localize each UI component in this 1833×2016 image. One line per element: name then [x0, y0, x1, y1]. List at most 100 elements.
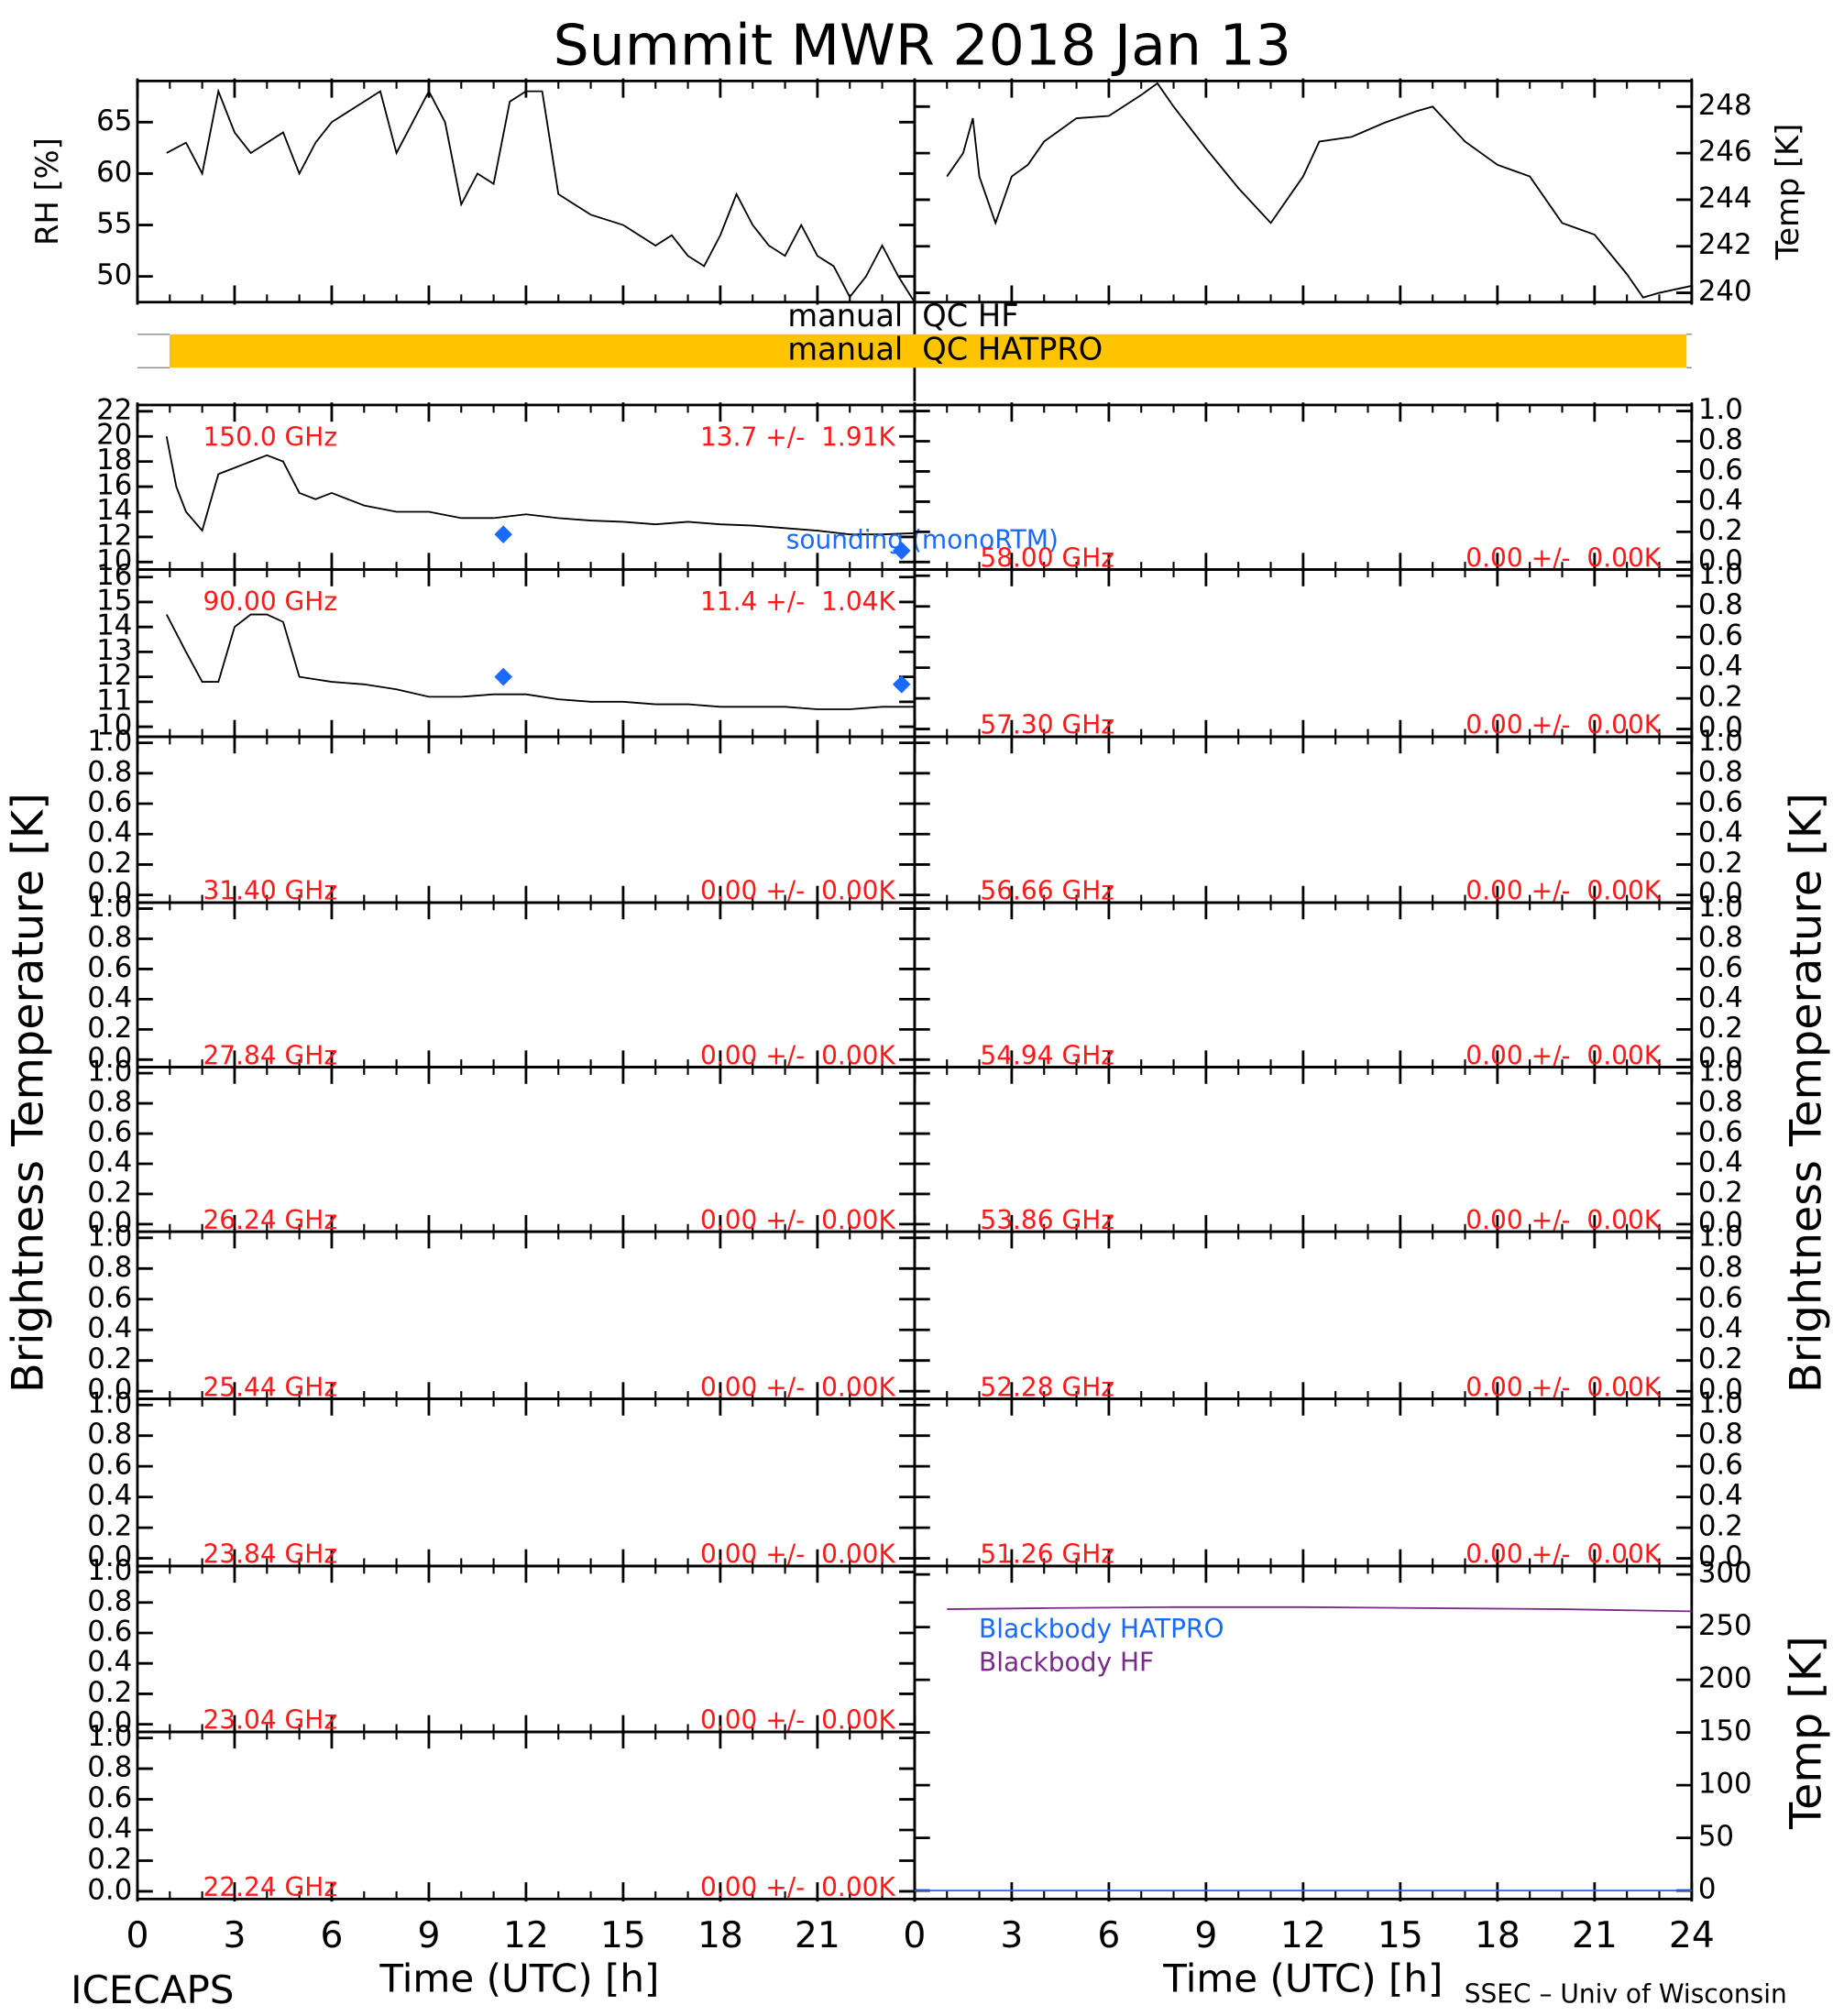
y-tick-label: 1.0 — [1698, 1056, 1743, 1089]
y-tick-label: 0.4 — [87, 1646, 132, 1679]
y-tick-label: 0.8 — [1698, 1251, 1743, 1284]
frequency-label: 23.84 GHz — [203, 1539, 337, 1570]
x-tick-label: 12 — [503, 1915, 549, 1956]
y-tick-label: 0.8 — [1698, 755, 1743, 788]
y-tick-label: 0.4 — [1698, 1312, 1743, 1345]
y-tick-label: 0.0 — [87, 1540, 132, 1573]
y-tick-label: 0.0 — [1698, 544, 1743, 577]
y-tick-label: 50 — [1698, 1820, 1734, 1853]
y-tick-label: 0.2 — [1698, 681, 1743, 714]
y-tick-label: 0 — [1698, 1873, 1717, 1906]
frequency-label: 52.28 GHz — [980, 1372, 1114, 1402]
y-tick-label: 0.2 — [87, 1843, 132, 1876]
y-tick-label: 12 — [96, 519, 132, 552]
y-tick-label: 200 — [1698, 1662, 1752, 1695]
y-tick-label: 0.2 — [1698, 514, 1743, 547]
y-tick-label: 0.4 — [1698, 650, 1743, 683]
data-line — [947, 1605, 1692, 1613]
y-axis-label: Brightness Temperature [K] — [4, 793, 54, 1393]
footer-label: ICECAPS — [71, 1967, 234, 2012]
y-tick-label: 16 — [96, 559, 132, 592]
y-tick-label: 0.2 — [87, 847, 132, 880]
y-tick-label: 0.0 — [1698, 711, 1743, 744]
y-tick-label: 1.0 — [87, 1387, 132, 1420]
footer-label: SSEC – Univ of Wisconsin — [1465, 1979, 1787, 2010]
y-tick-label: 0.8 — [87, 1418, 132, 1451]
qc-name: QC HF — [922, 298, 1018, 334]
x-tick-label: 24 — [1669, 1915, 1715, 1956]
stats-label: 0.00 +/- 0.00K — [700, 1539, 895, 1570]
frequency-label: 51.26 GHz — [980, 1539, 1114, 1570]
y-tick-label: 10 — [96, 709, 132, 742]
x-tick-label: 3 — [223, 1915, 246, 1956]
y-tick-label: 0.8 — [87, 921, 132, 954]
y-tick-label: 0.4 — [87, 1145, 132, 1178]
x-tick-label: 15 — [600, 1915, 646, 1956]
stats-label: 0.00 +/- 0.00K — [700, 1705, 895, 1736]
data-line — [946, 82, 1693, 299]
frequency-label: 57.30 GHz — [980, 710, 1114, 740]
y-tick-label: 0.8 — [87, 755, 132, 788]
data-line — [166, 88, 916, 303]
y-axis-label: RH [%] — [29, 137, 65, 246]
x-tick-label: 3 — [1000, 1915, 1023, 1956]
y-tick-label: 0.4 — [1698, 1479, 1743, 1512]
y-tick-label: 0.6 — [1698, 786, 1743, 819]
y-tick-label: 1.0 — [87, 891, 132, 924]
x-tick-label: 9 — [1194, 1915, 1217, 1956]
marker-label: sounding (monoRTM) — [786, 525, 1059, 555]
y-tick-label: 0.4 — [87, 1479, 132, 1512]
y-tick-label: 13 — [96, 634, 132, 667]
stats-label: 0.00 +/- 0.00K — [700, 1872, 895, 1902]
y-tick-label: 16 — [96, 469, 132, 502]
y-tick-label: 12 — [96, 659, 132, 692]
qc-source: manual — [787, 332, 903, 367]
x-axis-label: Time (UTC) [h] — [1162, 1956, 1443, 2001]
x-axis-label: Time (UTC) [h] — [379, 1956, 659, 2001]
y-tick-label: 0.2 — [1698, 1510, 1743, 1543]
y-tick-label: 0.0 — [87, 1374, 132, 1407]
x-tick-label: 21 — [1572, 1915, 1618, 1956]
frequency-label: 22.24 GHz — [203, 1872, 337, 1902]
y-tick-label: 1.0 — [1698, 1387, 1743, 1420]
y-tick-label: 250 — [1698, 1609, 1752, 1642]
y-tick-label: 0.0 — [87, 877, 132, 910]
y-tick-label: 0.8 — [87, 1251, 132, 1284]
y-tick-label: 14 — [96, 609, 132, 642]
y-tick-label: 1.0 — [1698, 393, 1743, 426]
y-tick-label: 0.4 — [87, 1312, 132, 1345]
y-tick-label: 244 — [1698, 181, 1752, 214]
y-tick-label: 0.0 — [87, 1206, 132, 1239]
x-tick-label: 0 — [126, 1915, 148, 1956]
y-tick-label: 20 — [96, 419, 132, 452]
frequency-label: 23.04 GHz — [203, 1705, 337, 1736]
y-tick-label: 0.6 — [1698, 951, 1743, 984]
y-tick-label: 0.2 — [1698, 847, 1743, 880]
y-tick-label: 300 — [1698, 1557, 1752, 1590]
y-tick-label: 0.2 — [1698, 1342, 1743, 1375]
y-tick-label: 0.0 — [87, 1873, 132, 1906]
y-tick-label: 0.8 — [87, 1751, 132, 1784]
y-tick-label: 0.6 — [87, 1281, 132, 1314]
qc-name: QC HATPRO — [922, 332, 1103, 367]
y-tick-label: 150 — [1698, 1715, 1752, 1748]
y-tick-label: 0.0 — [1698, 1206, 1743, 1239]
y-tick-label: 1.0 — [87, 1220, 132, 1253]
y-tick-label: 1.0 — [87, 725, 132, 758]
data-line — [165, 613, 915, 710]
frequency-label: 56.66 GHz — [980, 876, 1114, 906]
y-tick-label: 55 — [96, 207, 132, 240]
y-tick-label: 1.0 — [1698, 725, 1743, 758]
y-tick-label: 242 — [1698, 228, 1752, 261]
y-tick-label: 0.6 — [1698, 1281, 1743, 1314]
x-tick-label: 6 — [320, 1915, 343, 1956]
y-tick-label: 1.0 — [1698, 891, 1743, 924]
y-tick-label: 0.8 — [87, 1086, 132, 1119]
y-tick-label: 0.4 — [1698, 484, 1743, 517]
y-tick-label: 0.0 — [87, 1706, 132, 1739]
frequency-label: 31.40 GHz — [203, 876, 337, 906]
y-tick-label: 0.2 — [1698, 1176, 1743, 1209]
y-tick-label: 0.4 — [1698, 816, 1743, 849]
x-tick-label: 0 — [903, 1915, 926, 1956]
